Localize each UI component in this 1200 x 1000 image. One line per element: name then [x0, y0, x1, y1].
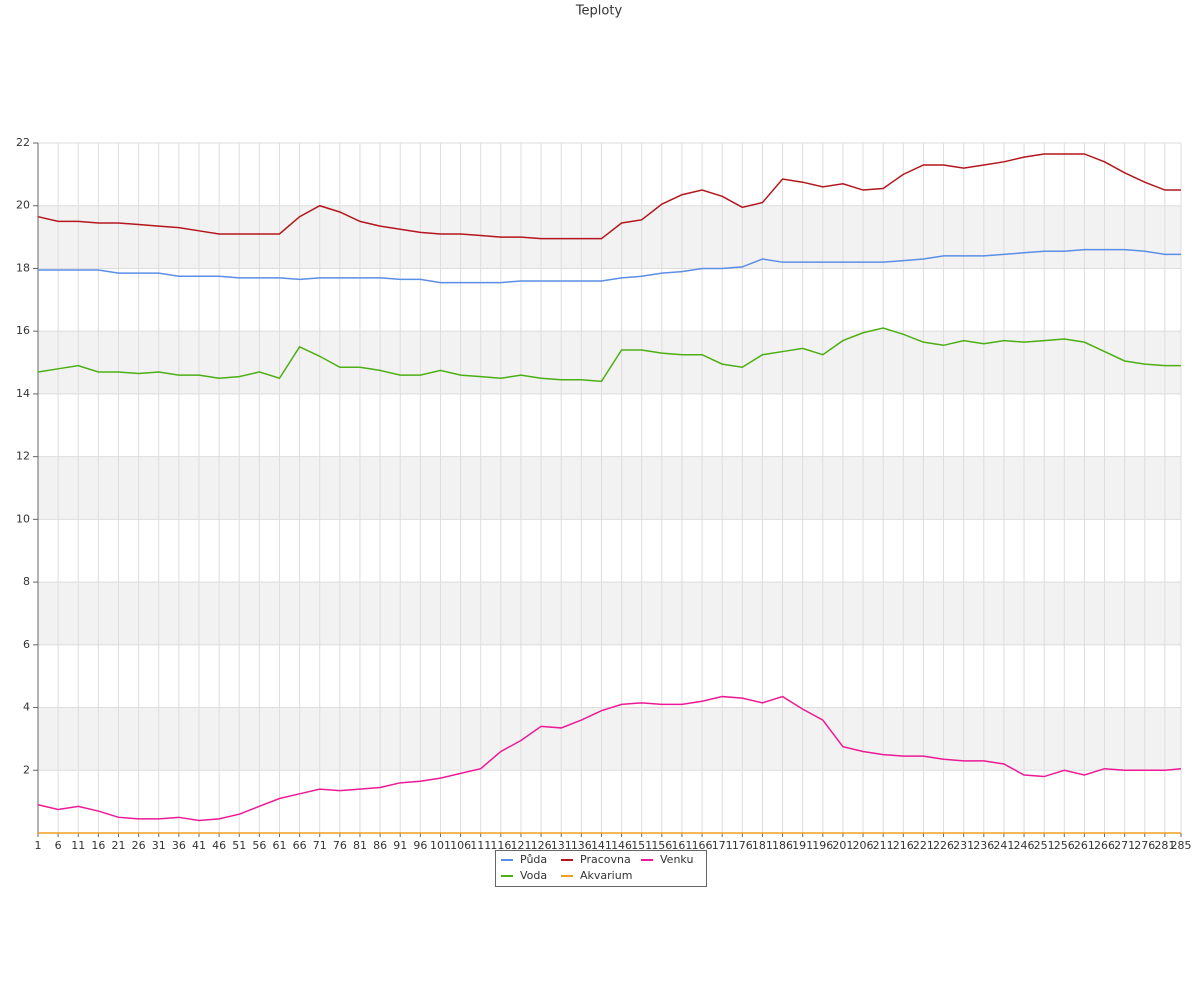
x-tick-label: 206	[853, 839, 874, 852]
grid-band	[38, 456, 1181, 520]
x-tick-label: 121	[510, 839, 531, 852]
x-tick-label: 76	[333, 839, 347, 852]
x-tick-label: 36	[172, 839, 186, 852]
series-line	[37, 695, 1182, 822]
chart-title: Teploty	[575, 4, 623, 19]
x-tick-label: 146	[611, 839, 632, 852]
x-tick-label: 171	[712, 839, 733, 852]
x-tick-label: 136	[571, 839, 592, 852]
x-tick-label: 271	[1114, 839, 1135, 852]
legend-label: Půda	[520, 853, 547, 866]
x-tick-label: 256	[1054, 839, 1075, 852]
x-tick-label: 106	[450, 839, 471, 852]
legend-label: Venku	[660, 853, 693, 866]
y-tick-label: 18	[16, 261, 30, 274]
y-tick-label: 16	[16, 324, 30, 337]
x-tick-label: 41	[192, 839, 206, 852]
x-tick-label: 1	[35, 839, 42, 852]
x-tick-label: 51	[232, 839, 246, 852]
y-tick-label: 8	[23, 575, 30, 588]
grid-band	[38, 582, 1181, 645]
grid-band	[38, 707, 1181, 771]
x-tick-label: 126	[531, 839, 552, 852]
x-tick-label: 186	[772, 839, 793, 852]
x-tick-label: 21	[111, 839, 125, 852]
x-tick-label: 6	[55, 839, 62, 852]
x-tick-label: 216	[893, 839, 914, 852]
x-tick-label: 81	[353, 839, 367, 852]
x-tick-label: 276	[1134, 839, 1155, 852]
x-tick-label: 31	[152, 839, 166, 852]
y-tick-label: 12	[16, 450, 30, 463]
x-tick-label: 66	[293, 839, 307, 852]
x-tick-label: 131	[551, 839, 572, 852]
x-tick-label: 86	[373, 839, 387, 852]
y-tick-label: 6	[23, 638, 30, 651]
x-tick-label: 261	[1074, 839, 1095, 852]
x-tick-label: 201	[832, 839, 853, 852]
legend-label: Pracovna	[580, 853, 631, 866]
y-tick-label: 22	[16, 136, 30, 149]
x-tick-label: 56	[252, 839, 266, 852]
x-tick-label: 71	[313, 839, 327, 852]
series-line	[37, 327, 1181, 383]
x-tick-label: 231	[953, 839, 974, 852]
x-tick-label: 11	[71, 839, 85, 852]
x-tick-label: 241	[993, 839, 1014, 852]
x-tick-label: 211	[873, 839, 894, 852]
x-tick-label: 176	[732, 839, 753, 852]
grid-band	[38, 331, 1181, 394]
x-tick-label: 236	[973, 839, 994, 852]
x-tick-label: 251	[1034, 839, 1055, 852]
x-tick-label: 281	[1154, 839, 1175, 852]
x-tick-label: 141	[591, 839, 612, 852]
x-tick-label: 246	[1014, 839, 1035, 852]
y-tick-label: 10	[16, 512, 30, 525]
legend-label: Voda	[520, 869, 547, 882]
y-tick-label: 2	[23, 763, 30, 776]
x-tick-label: 26	[132, 839, 146, 852]
x-tick-label: 221	[913, 839, 934, 852]
x-tick-label: 226	[933, 839, 954, 852]
y-tick-label: 4	[23, 701, 30, 714]
x-tick-label: 266	[1094, 839, 1115, 852]
series-line	[38, 248, 1181, 284]
x-tick-label: 196	[812, 839, 833, 852]
x-tick-label: 91	[393, 839, 407, 852]
x-tick-label: 161	[671, 839, 692, 852]
x-tick-label: 96	[413, 839, 427, 852]
x-tick-label: 116	[490, 839, 511, 852]
x-tick-label: 61	[272, 839, 286, 852]
x-tick-label: 156	[651, 839, 672, 852]
x-tick-label: 166	[692, 839, 713, 852]
x-tick-label: 151	[631, 839, 652, 852]
x-tick-label: 111	[470, 839, 491, 852]
grid-band	[38, 205, 1181, 269]
x-tick-label: 191	[792, 839, 813, 852]
x-tick-label: 285	[1171, 839, 1192, 852]
legend-label: Akvarium	[580, 869, 632, 882]
x-tick-label: 101	[430, 839, 451, 852]
x-tick-label: 16	[91, 839, 105, 852]
legend-box	[495, 850, 707, 887]
y-tick-label: 20	[16, 199, 30, 212]
x-tick-label: 181	[752, 839, 773, 852]
y-tick-label: 14	[16, 387, 30, 400]
series-line	[37, 153, 1181, 240]
x-tick-label: 46	[212, 839, 226, 852]
